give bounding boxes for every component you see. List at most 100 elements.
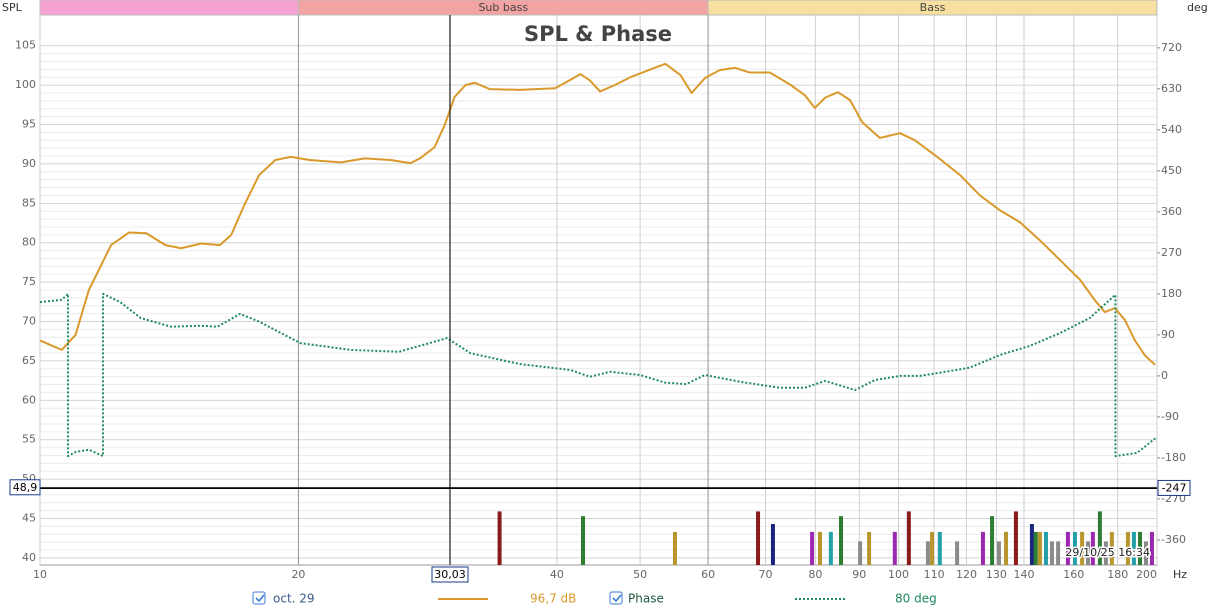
bands: Sub bass Bass	[39, 0, 1158, 565]
y-tick-label: 80	[22, 236, 36, 249]
marker-bar	[1004, 531, 1009, 565]
marker-bar	[1097, 511, 1102, 565]
marker-bar	[906, 511, 911, 565]
marker-bar	[1131, 531, 1136, 565]
marker-bar	[955, 541, 960, 565]
band	[707, 0, 1158, 16]
y-tick-label: 70	[22, 315, 36, 328]
marker-bar	[1043, 531, 1048, 565]
legend-readout: 96,7 dB	[530, 592, 576, 606]
legend-name: oct. 29	[273, 592, 315, 606]
x-tick-label: 20	[291, 568, 305, 581]
y2-tick-label: 630	[1161, 82, 1182, 95]
y-tick-label: 95	[22, 118, 36, 131]
y2-tick-label: 270	[1161, 246, 1182, 259]
y-tick-label: 75	[22, 275, 36, 288]
marker-bar	[996, 541, 1001, 565]
y2-tick-label: 450	[1161, 164, 1182, 177]
y2-tick-label: 720	[1161, 41, 1182, 54]
y2-tick-label: -90	[1161, 410, 1179, 423]
band-label: Sub bass	[478, 1, 528, 14]
marker-bar	[497, 511, 502, 565]
marker-bar	[1109, 531, 1114, 565]
marks	[39, 62, 1158, 565]
marker-bar	[1037, 531, 1042, 565]
y-tick-label: 45	[22, 512, 36, 525]
y-tick-label: 65	[22, 354, 36, 367]
y2-tick-label: -180	[1161, 451, 1186, 464]
marker-bar	[580, 516, 585, 565]
marker-bar	[990, 516, 995, 565]
timestamp: 29/10/25 16:34	[1065, 546, 1150, 559]
band	[39, 0, 299, 16]
x-tick-label: 200	[1136, 568, 1157, 581]
cursor-label-box	[431, 566, 469, 583]
marker-bar	[1072, 531, 1077, 565]
checkbox[interactable]	[252, 591, 266, 605]
y-tick-label: 100	[15, 78, 36, 91]
y-tick-label: 90	[22, 157, 36, 170]
y2-axis-label: deg	[1187, 1, 1208, 14]
x-axis-label: Hz	[1173, 568, 1187, 581]
marker-bar	[1033, 531, 1038, 565]
x-tick-label: 140	[1014, 568, 1035, 581]
legend-name: Phase	[628, 592, 664, 606]
marker-bar	[1029, 524, 1034, 565]
marker-bar	[1085, 541, 1090, 565]
x-tick-label: 70	[759, 568, 773, 581]
y2-tick-label: 90	[1161, 328, 1175, 341]
cursor-label-box	[1157, 479, 1191, 496]
marker-bar	[1149, 531, 1154, 565]
series-line	[39, 292, 1158, 458]
marker-bar	[867, 531, 872, 565]
y2-tick-label: 540	[1161, 123, 1182, 136]
marker-bar	[980, 531, 985, 565]
marker-bar	[1138, 531, 1143, 565]
cursor-x-label: 30,03	[434, 568, 466, 581]
x-tick-label: 90	[852, 568, 866, 581]
x-tick-label: 120	[956, 568, 977, 581]
band-label: Bass	[920, 1, 946, 14]
x-tick-label: 110	[924, 568, 945, 581]
x-tick-label: 180	[1107, 568, 1128, 581]
y-axis-label: SPL	[2, 1, 23, 14]
marker-bar	[770, 524, 775, 565]
y2-tick-label: 360	[1161, 205, 1182, 218]
marker-bar	[1103, 541, 1108, 565]
chart-title: SPL & Phase	[524, 22, 672, 46]
marker-bar	[672, 531, 677, 565]
series-line	[39, 62, 1156, 366]
grid	[39, 15, 1158, 565]
cursor-y-label: 48,9	[13, 481, 38, 494]
x-tick-label: 80	[808, 568, 822, 581]
y-tick-label: 105	[15, 39, 36, 52]
marker-bar	[1090, 531, 1095, 565]
marker-bar	[937, 531, 942, 565]
y-tick-label: 40	[22, 551, 36, 564]
marker-bar	[1065, 531, 1070, 565]
x-tick-label: 130	[986, 568, 1007, 581]
x-tick-label: 50	[633, 568, 647, 581]
y-tick-label: 85	[22, 196, 36, 209]
x-tick-label: 10	[33, 568, 47, 581]
cursor-y2-label: -247	[1162, 481, 1187, 494]
marker-bar	[858, 541, 863, 565]
x-tick-label: 60	[701, 568, 715, 581]
y-tick-label: 60	[22, 393, 36, 406]
marker-bar	[817, 531, 822, 565]
marker-bar	[1080, 531, 1085, 565]
y2-tick-label: 0	[1161, 369, 1168, 382]
marker-bar	[1013, 511, 1018, 565]
x-tick-label: 100	[888, 568, 909, 581]
y2-tick-label: 180	[1161, 287, 1182, 300]
marker-bar	[828, 531, 833, 565]
checkbox[interactable]	[609, 591, 623, 605]
marker-bar	[1125, 531, 1130, 565]
marker-bar	[810, 531, 815, 565]
x-tick-label: 40	[550, 568, 564, 581]
y-tick-label: 55	[22, 433, 36, 446]
y2-tick-label: -360	[1161, 533, 1186, 546]
marker-bar	[930, 531, 935, 565]
